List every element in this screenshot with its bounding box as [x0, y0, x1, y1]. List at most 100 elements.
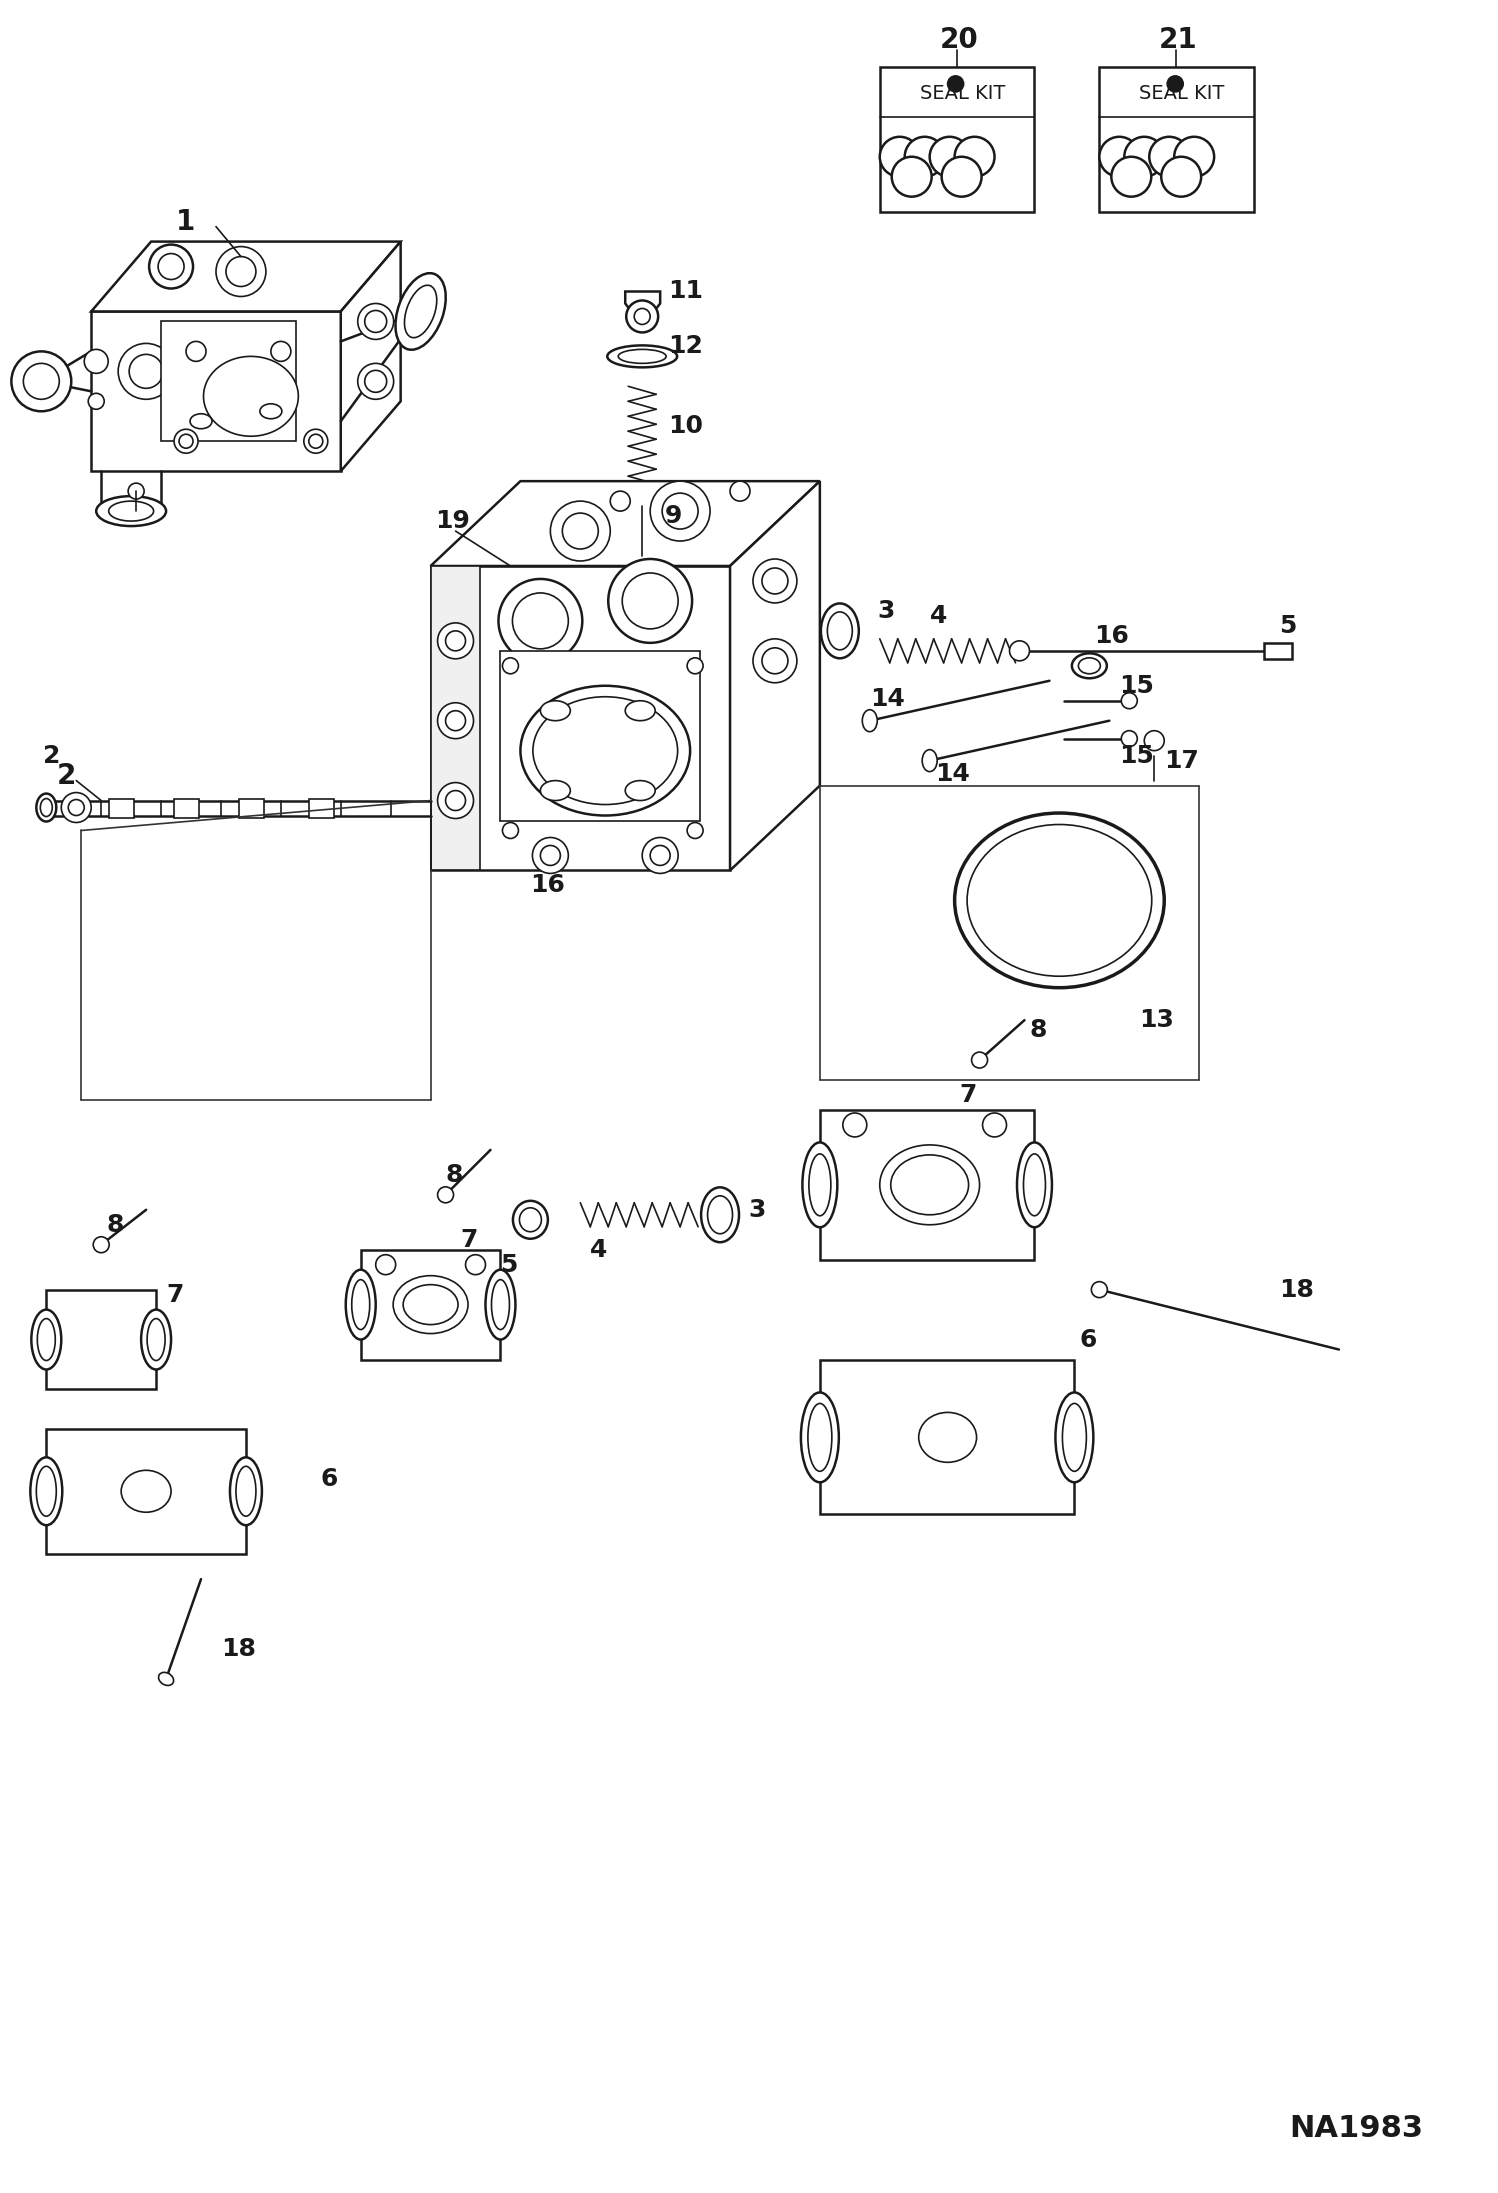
Polygon shape [91, 241, 400, 311]
Ellipse shape [821, 603, 858, 658]
Ellipse shape [607, 344, 677, 368]
Ellipse shape [121, 1469, 171, 1513]
Circle shape [61, 792, 91, 822]
Text: 1: 1 [177, 208, 195, 235]
Circle shape [634, 309, 650, 325]
Circle shape [437, 702, 473, 739]
Circle shape [364, 371, 386, 393]
Ellipse shape [147, 1318, 165, 1360]
Polygon shape [430, 480, 819, 566]
Ellipse shape [827, 612, 852, 649]
Circle shape [1125, 136, 1164, 178]
Ellipse shape [520, 686, 691, 816]
Ellipse shape [36, 794, 57, 822]
Ellipse shape [231, 1458, 262, 1524]
Bar [819, 1110, 1035, 1259]
Circle shape [466, 1254, 485, 1274]
Text: 21: 21 [1159, 26, 1198, 55]
Text: 12: 12 [668, 333, 703, 357]
Circle shape [502, 658, 518, 673]
Ellipse shape [1056, 1393, 1094, 1482]
Circle shape [129, 355, 163, 388]
Text: 17: 17 [1164, 748, 1198, 772]
Text: 8: 8 [1029, 1018, 1047, 1042]
Circle shape [93, 1237, 109, 1252]
Ellipse shape [707, 1195, 733, 1235]
Circle shape [174, 430, 198, 454]
Ellipse shape [512, 1202, 548, 1239]
Text: 5: 5 [500, 1252, 518, 1276]
Text: 19: 19 [436, 509, 470, 533]
Circle shape [1092, 1281, 1107, 1298]
Ellipse shape [625, 781, 655, 800]
Circle shape [437, 783, 473, 818]
Circle shape [942, 156, 981, 197]
Circle shape [905, 136, 945, 178]
Ellipse shape [1073, 654, 1107, 678]
Ellipse shape [491, 1281, 509, 1329]
Circle shape [688, 658, 703, 673]
Text: 14: 14 [935, 761, 969, 785]
Ellipse shape [541, 702, 571, 721]
Ellipse shape [261, 404, 282, 419]
Circle shape [502, 822, 518, 838]
Bar [109, 798, 135, 818]
Bar [819, 1360, 1074, 1513]
Circle shape [650, 480, 710, 542]
Ellipse shape [37, 1318, 55, 1360]
Text: 18: 18 [222, 1636, 256, 1660]
Text: 6: 6 [321, 1467, 339, 1491]
Ellipse shape [1017, 1143, 1052, 1228]
Circle shape [150, 246, 193, 289]
Circle shape [762, 568, 788, 594]
Ellipse shape [190, 414, 213, 430]
Ellipse shape [863, 711, 878, 732]
Circle shape [304, 430, 328, 454]
Circle shape [562, 513, 598, 548]
Bar [628, 502, 658, 557]
Circle shape [445, 632, 466, 651]
Ellipse shape [1023, 1154, 1046, 1215]
Ellipse shape [533, 697, 677, 805]
Circle shape [954, 136, 995, 178]
Circle shape [541, 846, 560, 866]
Circle shape [843, 1114, 867, 1136]
Circle shape [180, 434, 193, 447]
Text: 6: 6 [1080, 1327, 1097, 1351]
Bar [631, 504, 653, 553]
Circle shape [643, 838, 679, 873]
Ellipse shape [141, 1309, 171, 1368]
Text: 16: 16 [530, 873, 565, 897]
Bar [174, 798, 199, 818]
Bar [162, 322, 295, 441]
Polygon shape [625, 292, 661, 316]
Circle shape [948, 77, 963, 92]
Text: 7: 7 [460, 1228, 478, 1252]
Ellipse shape [346, 1270, 376, 1340]
Circle shape [662, 493, 698, 529]
Circle shape [762, 647, 788, 673]
Text: 3: 3 [878, 599, 896, 623]
Ellipse shape [159, 1673, 174, 1686]
Circle shape [364, 311, 386, 333]
Circle shape [271, 342, 291, 362]
Circle shape [688, 822, 703, 838]
Circle shape [930, 136, 969, 178]
Ellipse shape [237, 1467, 256, 1515]
Circle shape [445, 789, 466, 811]
Ellipse shape [403, 1285, 458, 1325]
Polygon shape [730, 480, 819, 871]
Circle shape [118, 344, 174, 399]
Ellipse shape [204, 357, 298, 436]
Ellipse shape [891, 1156, 969, 1215]
Ellipse shape [31, 1309, 61, 1368]
Ellipse shape [392, 1276, 467, 1333]
Circle shape [650, 846, 670, 866]
Text: 8: 8 [445, 1162, 463, 1186]
Ellipse shape [701, 1186, 739, 1241]
Circle shape [1122, 693, 1137, 708]
Circle shape [358, 303, 394, 340]
Text: 11: 11 [668, 279, 703, 303]
Circle shape [972, 1053, 987, 1068]
Circle shape [626, 300, 658, 333]
